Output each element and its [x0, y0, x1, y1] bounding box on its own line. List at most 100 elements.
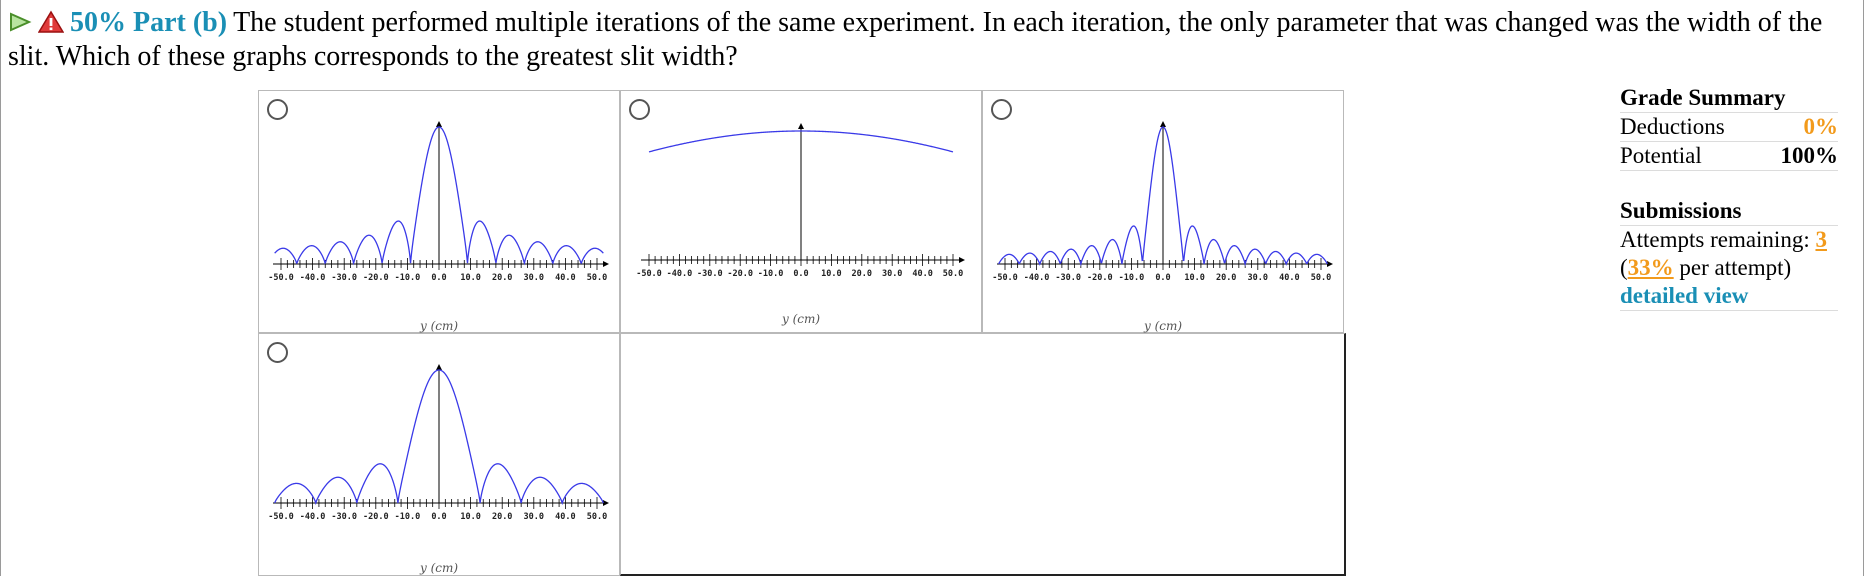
- tick-label: 50.0: [587, 512, 607, 522]
- tick-label: 30.0: [882, 269, 902, 279]
- tick-label: -40.0: [300, 512, 326, 522]
- tick-label: 10.0: [1184, 273, 1204, 283]
- score-percent: 50%: [70, 7, 126, 38]
- x-axis-arrow: [959, 257, 965, 263]
- tick-label: -20.0: [363, 273, 389, 283]
- x-axis-arrow: [603, 500, 609, 506]
- tick-label: 10.0: [821, 269, 841, 279]
- tick-label: 10.0: [460, 512, 480, 522]
- answer-choices-grid: -50.0 -40.0 -30.0 -20.0 -10.0 0.0 10.0 20.0 30.0…: [258, 90, 1346, 576]
- tick-label: -20.0: [727, 269, 753, 279]
- potential-row: Potential 100%: [1620, 142, 1838, 171]
- tick-label: 20.0: [492, 273, 512, 283]
- choice-radio-3[interactable]: [991, 99, 1012, 120]
- intensity-curve: [648, 130, 954, 153]
- axis-label-3: y (cm): [1143, 319, 1183, 333]
- attempts-label: Attempts remaining:: [1620, 227, 1810, 252]
- tick-label: -50.0: [636, 269, 662, 279]
- choice-graph-2[interactable]: -50.0 -40.0 -30.0 -20.0 -10.0 0.0 10.0 20.0 30.0…: [620, 90, 982, 333]
- x-axis-arrow: [603, 261, 609, 267]
- tick-label: -40.0: [1024, 273, 1050, 283]
- tick-label: -10.0: [395, 512, 421, 522]
- tick-label: 50.0: [587, 273, 607, 283]
- axis-label-2: y (cm): [781, 312, 821, 326]
- intensity-curve: [998, 126, 1328, 267]
- tick-label: -30.0: [1055, 273, 1081, 283]
- grade-summary-panel: Grade Summary Deductions 0% Potential 10…: [1620, 84, 1838, 311]
- tick-label: -10.0: [758, 269, 784, 279]
- deductions-row: Deductions 0%: [1620, 113, 1838, 142]
- potential-label: Potential: [1620, 143, 1702, 168]
- deductions-value: 0%: [1803, 114, 1839, 139]
- intensity-curve: [274, 126, 604, 266]
- y-axis-arrow: [436, 364, 442, 370]
- per-attempt-line: (33% per attempt): [1620, 254, 1838, 282]
- empty-cell: [620, 333, 1346, 576]
- choice-graph-1[interactable]: -50.0 -40.0 -30.0 -20.0 -10.0 0.0 10.0 20.0 30.0…: [258, 90, 620, 333]
- tick-label: 40.0: [555, 512, 575, 522]
- choice-radio-4[interactable]: [267, 342, 288, 363]
- choice-graph-3[interactable]: -50.0 -40.0 -30.0 -20.0 -10.0 0.0 10.0 20.0 30.0…: [982, 90, 1344, 333]
- y-axis-arrow: [1160, 121, 1166, 127]
- tick-label: 0.0: [793, 269, 808, 279]
- tick-label: 0.0: [431, 273, 446, 283]
- tick-label: -50.0: [268, 512, 294, 522]
- tick-label: 40.0: [1279, 273, 1299, 283]
- tick-label: -50.0: [268, 273, 294, 283]
- intensity-curve: [274, 369, 604, 506]
- tick-label: 50.0: [1311, 273, 1331, 283]
- potential-value: 100%: [1780, 143, 1839, 168]
- tick-label: 40.0: [555, 273, 575, 283]
- axis-label-1: y (cm): [419, 319, 459, 333]
- tick-label: 20.0: [1216, 273, 1236, 283]
- y-axis-arrow: [798, 123, 804, 129]
- tick-label: 0.0: [1155, 273, 1170, 283]
- per-attempt-text: per attempt): [1679, 255, 1792, 280]
- tick-label: -30.0: [331, 273, 357, 283]
- question-body: The student performed multiple iteration…: [8, 7, 1823, 72]
- attempts-value: 3: [1815, 227, 1827, 252]
- attempts-line: Attempts remaining: 3: [1620, 226, 1838, 254]
- tick-label: -30.0: [331, 512, 357, 522]
- tick-label: 10.0: [460, 273, 480, 283]
- submissions-title: Submissions: [1620, 197, 1838, 226]
- warning-icon: [38, 10, 64, 33]
- graph-3: -50.0 -40.0 -30.0 -20.0 -10.0 0.0 10.0 20.0 30.0…: [992, 121, 1333, 283]
- grade-summary-title: Grade Summary: [1620, 84, 1838, 113]
- tick-label: -40.0: [300, 273, 326, 283]
- tick-label: 0.0: [431, 512, 446, 522]
- axis-label-4: y (cm): [419, 561, 459, 575]
- tick-label: 30.0: [1248, 273, 1268, 283]
- tick-label: -40.0: [667, 269, 693, 279]
- choice-graph-4[interactable]: -50.0 -40.0 -30.0 -20.0 -10.0 0.0 10.0 20.0 30.0…: [258, 333, 620, 576]
- part-heading: 50% Part (b): [70, 7, 227, 38]
- detailed-view-row: detailed view: [1620, 282, 1838, 311]
- per-attempt-percent: 33%: [1627, 255, 1674, 280]
- tick-label: 20.0: [852, 269, 872, 279]
- tick-label: 30.0: [524, 273, 544, 283]
- tick-label: -20.0: [363, 512, 389, 522]
- part-label: Part (b): [133, 7, 228, 38]
- tick-label: -10.0: [1119, 273, 1145, 283]
- y-axis-arrow: [436, 121, 442, 127]
- play-icon[interactable]: [8, 10, 32, 34]
- question-text: 50% Part (b) The student performed multip…: [8, 6, 1856, 74]
- choice-radio-1[interactable]: [267, 99, 288, 120]
- graph-1: -50.0 -40.0 -30.0 -20.0 -10.0 0.0 10.0 20.0 30.0…: [268, 121, 609, 283]
- tick-label: 20.0: [492, 512, 512, 522]
- tick-label: -10.0: [395, 273, 421, 283]
- graph-2: -50.0 -40.0 -30.0 -20.0 -10.0 0.0 10.0 20.0 30.0…: [636, 123, 965, 279]
- open-paren: (: [1620, 255, 1628, 280]
- tick-label: 30.0: [524, 512, 544, 522]
- tick-label: 50.0: [943, 269, 963, 279]
- tick-label: -50.0: [992, 273, 1018, 283]
- submissions-section: Submissions Attempts remaining: 3 (33% p…: [1620, 197, 1838, 311]
- choice-radio-2[interactable]: [629, 99, 650, 120]
- graph-4: -50.0 -40.0 -30.0 -20.0 -10.0 0.0 10.0 20.0 30.0…: [268, 364, 609, 522]
- x-axis-arrow: [1327, 261, 1333, 267]
- deductions-label: Deductions: [1620, 114, 1725, 139]
- detailed-view-link[interactable]: detailed view: [1620, 283, 1749, 308]
- tick-label: -30.0: [697, 269, 723, 279]
- tick-label: 40.0: [912, 269, 932, 279]
- left-border: [0, 0, 1, 576]
